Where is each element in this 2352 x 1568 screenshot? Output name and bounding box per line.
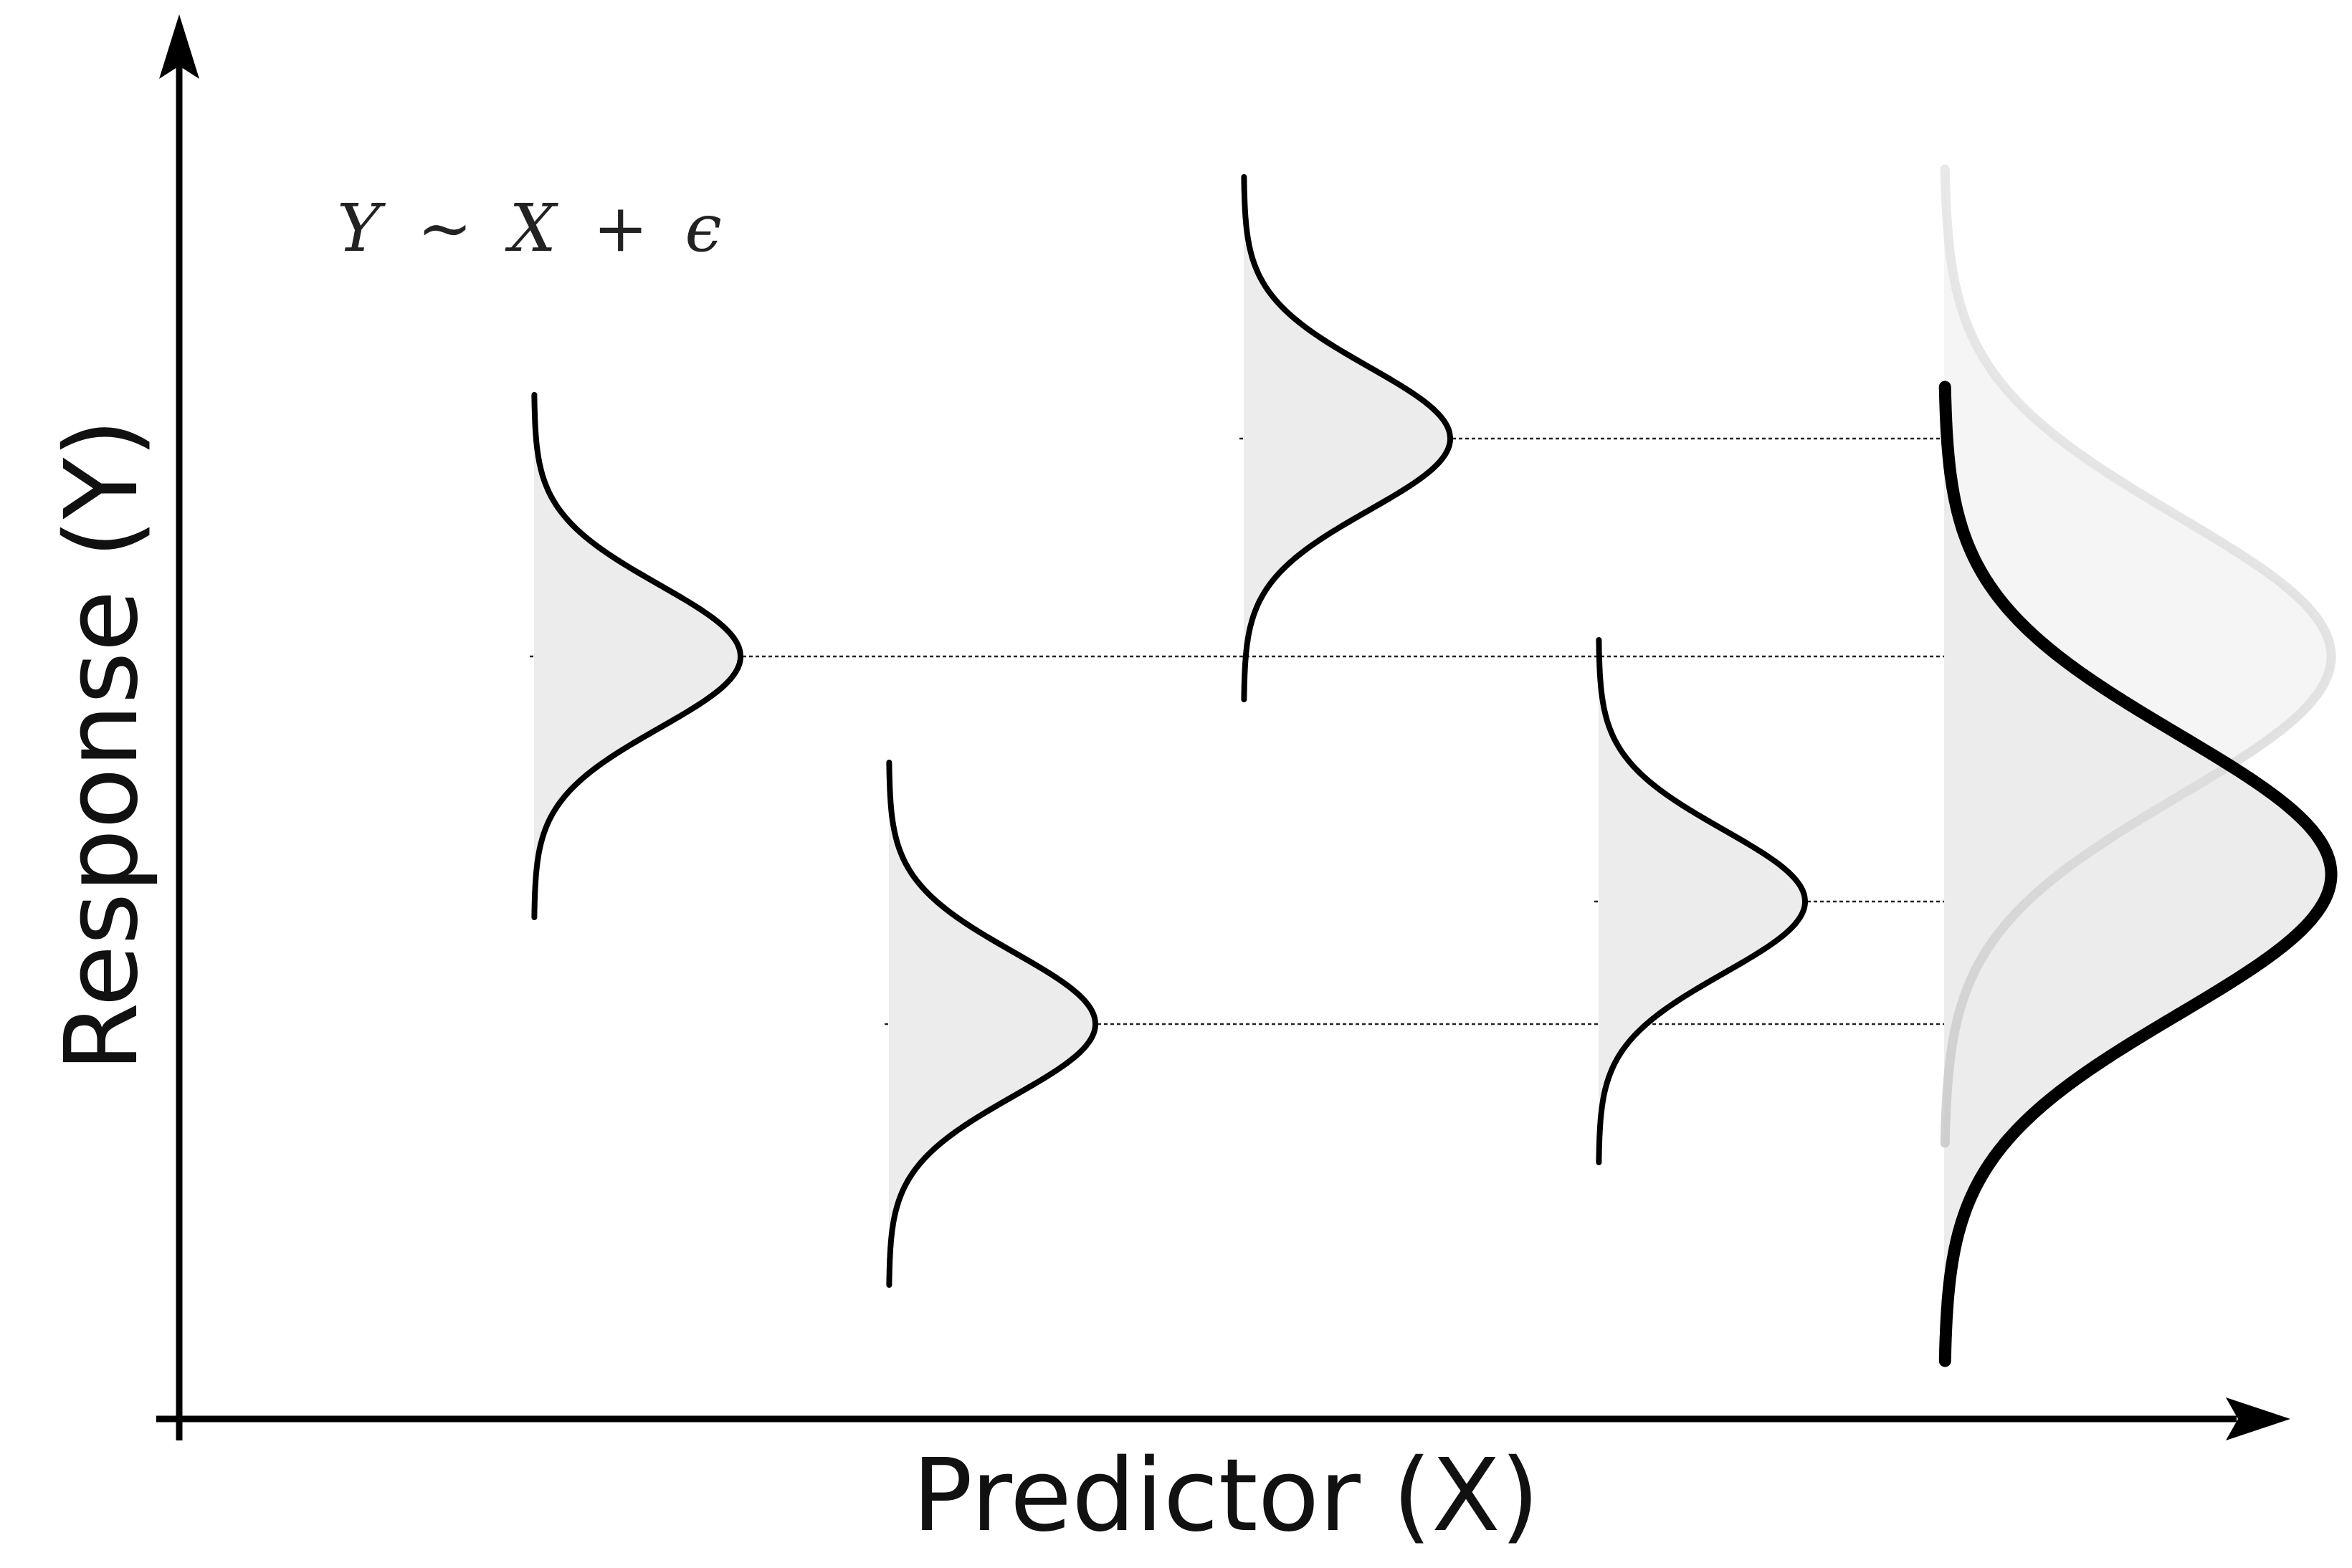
- conditional-distributions: [531, 174, 1809, 1288]
- conditional-distribution-3: [1241, 174, 1454, 702]
- formula-var: X: [505, 190, 558, 267]
- formula-err: ϵ: [685, 190, 722, 267]
- conditional-distribution-3-fill: [1244, 177, 1450, 700]
- formula-plus: +: [593, 190, 648, 267]
- conditional-distribution-4-fill: [1599, 640, 1805, 1163]
- conditional-distribution-2-fill: [889, 763, 1095, 1286]
- marginal-distribution: [1938, 164, 2338, 1367]
- marginal-reference-curve: [1940, 164, 2336, 1148]
- conditional-distribution-1: [531, 392, 744, 920]
- marginal-fill: [1944, 387, 2331, 1362]
- conditional-distribution-1-fill: [534, 395, 741, 918]
- conditional-distribution-4-curve: [1596, 637, 1809, 1165]
- conditional-distribution-4: [1596, 637, 1809, 1165]
- model-formula: Y ∼ X + ϵ: [337, 190, 722, 267]
- conditional-distribution-3-curve: [1241, 174, 1454, 702]
- axes: [156, 14, 2290, 1440]
- marginal-curve: [1938, 381, 2338, 1367]
- y-axis-arrowhead: [159, 14, 199, 79]
- y-axis-title: Response (Y): [44, 419, 161, 1072]
- x-axis-arrowhead: [2226, 1397, 2290, 1440]
- formula-tilde: ∼: [417, 190, 472, 267]
- conditional-distribution-1-curve: [531, 392, 744, 920]
- conditional-distribution-2-curve: [886, 760, 1099, 1288]
- conditional-distribution-2: [886, 760, 1099, 1288]
- formula-lhs: Y: [337, 190, 386, 267]
- x-axis-title: Predictor (X): [912, 1438, 1539, 1554]
- marginal-reference-fill: [1944, 169, 2331, 1144]
